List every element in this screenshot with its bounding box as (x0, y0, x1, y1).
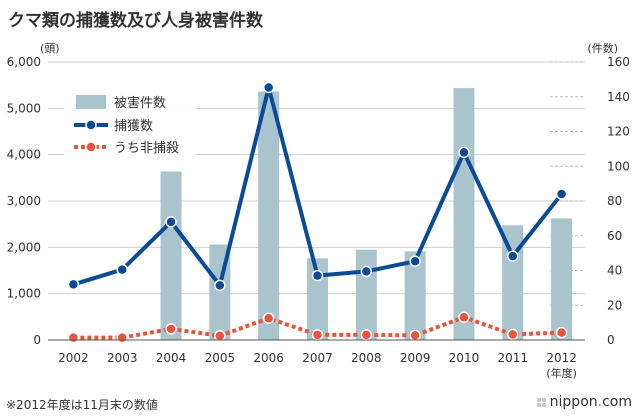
non-kill-point (214, 330, 226, 342)
non-kill-point (507, 328, 519, 341)
x-tick-label: 2007 (302, 351, 333, 365)
right-tick-label: 140 (607, 90, 630, 104)
capture-point (67, 278, 80, 291)
right-axis-unit: (件数) (587, 42, 618, 55)
x-tick-label: 2002 (58, 351, 89, 365)
non-kill-point (116, 331, 128, 344)
capture-point (409, 255, 421, 267)
x-tick-label: 2004 (156, 351, 187, 365)
non-kill-point (67, 331, 80, 344)
left-tick-label: 5,000 (7, 101, 41, 115)
bar (160, 171, 182, 340)
brand-dot: . (597, 394, 603, 410)
non-kill-point (262, 312, 275, 324)
capture-point (165, 216, 177, 228)
legend-marker (85, 119, 97, 131)
brand-tld: com (602, 394, 632, 410)
right-tick-label: 80 (607, 194, 622, 208)
legend-marker (85, 141, 97, 153)
x-tick-label: 2012 (546, 351, 577, 365)
brand-logo[interactable]: nippon.com (536, 394, 632, 410)
axes-layer: 0 1,000 2,000 3,000 4,000 5,000 6,000 0 20 40 60 80… (7, 42, 630, 380)
right-tick-label: 0 (607, 333, 615, 347)
right-tick-label: 100 (607, 159, 630, 173)
left-tick-label: 2,000 (7, 240, 41, 254)
bar (404, 251, 426, 340)
capture-point (311, 269, 324, 282)
bar (258, 91, 280, 340)
capture-point (507, 250, 519, 262)
non-kill-point (409, 329, 421, 342)
legend-bar-swatch (76, 95, 106, 109)
non-kill-point (311, 329, 324, 341)
non-kill-point (165, 323, 177, 335)
bar (355, 249, 377, 340)
right-tick-label: 40 (607, 264, 622, 278)
x-tick-label: 2011 (497, 351, 528, 365)
lines-layer (67, 81, 568, 344)
x-tick-label: 2010 (449, 351, 480, 365)
left-tick-label: 3,000 (7, 194, 41, 208)
right-tick-label: 60 (607, 229, 622, 243)
capture-point (214, 279, 226, 292)
x-tick-label: 2003 (107, 351, 138, 365)
capture-point (116, 263, 128, 276)
right-tick-label: 120 (607, 125, 630, 139)
legend-label: うち非捕殺 (114, 140, 179, 156)
bar (453, 88, 475, 340)
footnote: ※2012年度は11月末の数値 (6, 398, 158, 412)
left-tick-label: 1,000 (7, 287, 41, 301)
left-axis-unit: (頭) (40, 42, 60, 55)
bar (307, 258, 328, 340)
x-tick-label: 2009 (400, 351, 431, 365)
legend-label: 被害件数 (114, 95, 166, 111)
bar (551, 218, 573, 340)
x-axis-unit: (年度) (546, 366, 577, 380)
non-kill-point (458, 311, 470, 324)
capture-point (262, 81, 275, 94)
x-tick-label: 2006 (253, 351, 284, 365)
x-tick-label: 2005 (205, 351, 236, 365)
non-kill-point (360, 329, 373, 341)
x-tick-label: 2008 (351, 351, 382, 365)
bars-layer (160, 88, 573, 340)
right-tick-label: 160 (607, 55, 630, 69)
capture-point (555, 188, 568, 200)
left-tick-label: 4,000 (7, 148, 41, 162)
capture-point (360, 265, 373, 278)
right-tick-label: 20 (607, 298, 622, 312)
left-tick-label: 6,000 (7, 55, 41, 69)
capture-point (458, 146, 470, 159)
legend-label: 捕獲数 (114, 118, 153, 134)
left-tick-label: 0 (33, 333, 41, 347)
non-kill-point (555, 326, 568, 339)
grid-logo-icon (536, 396, 547, 407)
chart-title: クマ類の捕獲数及び人身被害件数 (8, 11, 263, 31)
brand-name: nippon (549, 394, 598, 410)
